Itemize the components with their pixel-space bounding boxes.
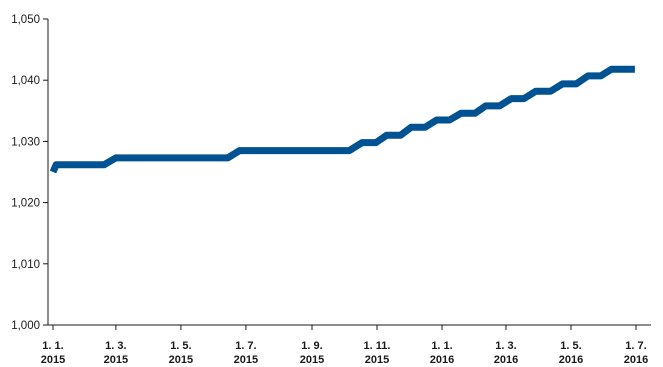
x-tick-label: 1. 5. 2016 [559, 340, 583, 366]
x-tick-label: 1. 3. 2015 [104, 340, 128, 366]
x-tick-label: 1. 5. 2015 [169, 340, 193, 366]
x-tick-label: 1. 1. 2016 [430, 340, 454, 366]
series-line [49, 65, 635, 174]
y-tick-label: 1,050 [11, 14, 40, 26]
x-tick-label: 1. 3. 2016 [494, 340, 518, 366]
series-layer [49, 65, 635, 174]
y-tick-label: 1,020 [11, 198, 40, 210]
y-tick-label: 1,010 [11, 259, 40, 271]
x-axis-ticks: 1. 1. 2015 1. 3. 2015 1. 5. 2015 1. 7. 2015 1. 9… [41, 325, 648, 366]
y-axis-ticks: 1,000 1,010 1,020 1,030 1,040 1,050 [11, 14, 48, 332]
x-tick-label: 1. 11. 2015 [364, 340, 391, 366]
x-tick-label: 1. 7. 2015 [234, 340, 258, 366]
x-tick-label: 1. 7. 2016 [624, 340, 648, 366]
y-tick-label: 1,030 [11, 136, 40, 148]
y-tick-label: 1,000 [11, 320, 40, 332]
x-tick-label: 1. 1. 2015 [41, 340, 65, 366]
y-tick-label: 1,040 [11, 75, 40, 87]
x-tick-label: 1. 9. 2015 [300, 340, 324, 366]
axes [47, 19, 651, 326]
